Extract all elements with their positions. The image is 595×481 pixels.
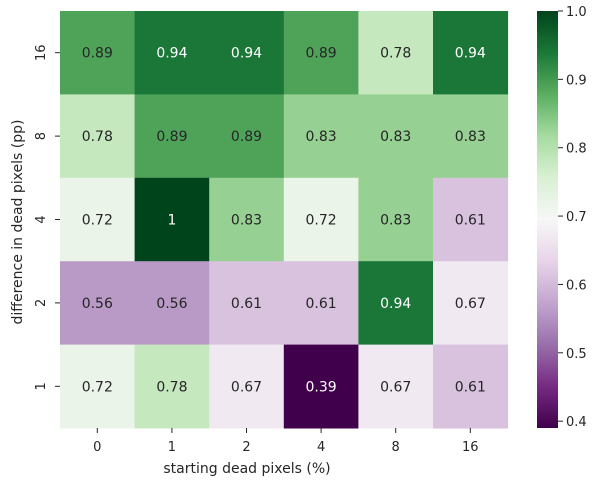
heatmap-cell bbox=[433, 11, 509, 95]
heatmap-cell bbox=[358, 94, 434, 179]
y-tick-label: 16 bbox=[34, 44, 49, 61]
heatmap-cell bbox=[283, 261, 359, 346]
x-tick-label: 1 bbox=[168, 440, 176, 455]
heatmap-cell-label: 1 bbox=[167, 213, 176, 229]
heatmap-cell bbox=[60, 11, 136, 95]
heatmap-cell-labels: 0.89 0.94 0.94 0.89 0.78 0.94 0.78 0.89 0.89 0.83… bbox=[82, 46, 486, 396]
y-tick-label: 4 bbox=[34, 215, 49, 223]
heatmap-cell-label: 0.72 bbox=[306, 213, 337, 229]
heatmap-cell bbox=[60, 344, 136, 429]
heatmap-cell-label: 0.61 bbox=[231, 296, 262, 312]
heatmap-cell bbox=[283, 11, 359, 95]
heatmap-cell bbox=[433, 94, 509, 179]
heatmap-cell-label: 0.89 bbox=[231, 129, 262, 145]
heatmap-cell-label: 0.67 bbox=[231, 379, 262, 395]
heatmap-cell-label: 0.94 bbox=[156, 46, 187, 62]
heatmap-cell bbox=[209, 11, 285, 95]
heatmap-cell bbox=[358, 344, 434, 429]
heatmap-cell bbox=[358, 261, 434, 346]
heatmap-cell bbox=[60, 94, 136, 179]
colorbar-gradient bbox=[537, 11, 558, 428]
heatmap-cell bbox=[134, 344, 210, 429]
heatmap-cell bbox=[60, 177, 136, 262]
heatmap-cell-label: 0.67 bbox=[380, 379, 411, 395]
colorbar: 0.4 0.5 0.6 0.7 0.8 0.9 1.0 bbox=[537, 5, 587, 430]
heatmap-cell bbox=[209, 344, 285, 429]
colorbar-tick-label: 0.6 bbox=[566, 278, 587, 293]
y-tick-label: 8 bbox=[34, 132, 49, 140]
x-tick-label: 4 bbox=[317, 440, 325, 455]
x-axis: 0 1 2 4 8 16 bbox=[93, 428, 479, 455]
colorbar-tick-label: 0.8 bbox=[566, 142, 587, 157]
heatmap-cell bbox=[209, 261, 285, 346]
heatmap-cell-label: 0.72 bbox=[82, 379, 113, 395]
heatmap-cell-label: 0.89 bbox=[306, 46, 337, 62]
heatmap-cell bbox=[60, 261, 136, 346]
heatmap-cell bbox=[433, 261, 509, 346]
heatmap-cell-label: 0.56 bbox=[156, 296, 187, 312]
heatmap-cell-label: 0.61 bbox=[455, 379, 486, 395]
heatmap-cell-label: 0.67 bbox=[455, 296, 486, 312]
heatmap-cell-label: 0.83 bbox=[306, 129, 337, 145]
heatmap-cell-label: 0.83 bbox=[231, 213, 262, 229]
colorbar-tick-label: 1.0 bbox=[566, 5, 587, 20]
heatmap-cell-label: 0.56 bbox=[82, 296, 113, 312]
x-tick-label: 8 bbox=[392, 440, 400, 455]
heatmap-cell-label: 0.89 bbox=[82, 46, 113, 62]
heatmap-cell-label: 0.83 bbox=[380, 129, 411, 145]
heatmap-cell-label: 0.78 bbox=[82, 129, 113, 145]
y-axis-title: difference in dead pixels (pp) bbox=[10, 120, 26, 325]
heatmap-cell bbox=[209, 94, 285, 179]
heatmap-cell bbox=[134, 94, 210, 179]
x-tick-label: 2 bbox=[242, 440, 250, 455]
heatmap-cell-label: 0.83 bbox=[380, 213, 411, 229]
heatmap-cell-label: 0.94 bbox=[380, 296, 411, 312]
heatmap-cell-label: 0.94 bbox=[455, 46, 486, 62]
heatmap-cell bbox=[433, 344, 509, 429]
heatmap-cell bbox=[433, 177, 509, 262]
heatmap-cell bbox=[134, 11, 210, 95]
heatmap-cell-label: 0.61 bbox=[306, 296, 337, 312]
heatmap-cell-label: 0.78 bbox=[380, 46, 411, 62]
heatmap-cell bbox=[358, 11, 434, 95]
colorbar-tick-label: 0.9 bbox=[566, 73, 587, 88]
heatmap-cell-label: 0.94 bbox=[231, 46, 262, 62]
x-axis-title: starting dead pixels (%) bbox=[163, 461, 330, 477]
heatmap-cell bbox=[134, 261, 210, 346]
heatmap-cell-label: 0.78 bbox=[156, 379, 187, 395]
heatmap-cell bbox=[134, 177, 210, 262]
heatmap-cell-label: 0.83 bbox=[455, 129, 486, 145]
heatmap-cell-label: 0.72 bbox=[82, 213, 113, 229]
heatmap-cell-label: 0.39 bbox=[306, 379, 337, 395]
heatmap-cell bbox=[209, 177, 285, 262]
colorbar-tick-label: 0.4 bbox=[566, 415, 587, 430]
heatmap-cell bbox=[283, 344, 359, 429]
x-tick-label: 0 bbox=[93, 440, 101, 455]
x-tick-label: 16 bbox=[462, 440, 479, 455]
heatmap-cell bbox=[283, 94, 359, 179]
heatmap-cells bbox=[60, 11, 509, 429]
heatmap-cell-label: 0.89 bbox=[156, 129, 187, 145]
heatmap-cell-label: 0.61 bbox=[455, 213, 486, 229]
y-axis: 16 8 4 2 1 bbox=[34, 44, 60, 390]
colorbar-tick-label: 0.7 bbox=[566, 210, 587, 225]
heatmap-cell bbox=[283, 177, 359, 262]
heatmap-cell bbox=[358, 177, 434, 262]
y-tick-label: 2 bbox=[34, 299, 49, 307]
colorbar-tick-label: 0.5 bbox=[566, 347, 587, 362]
y-tick-label: 1 bbox=[34, 382, 49, 390]
